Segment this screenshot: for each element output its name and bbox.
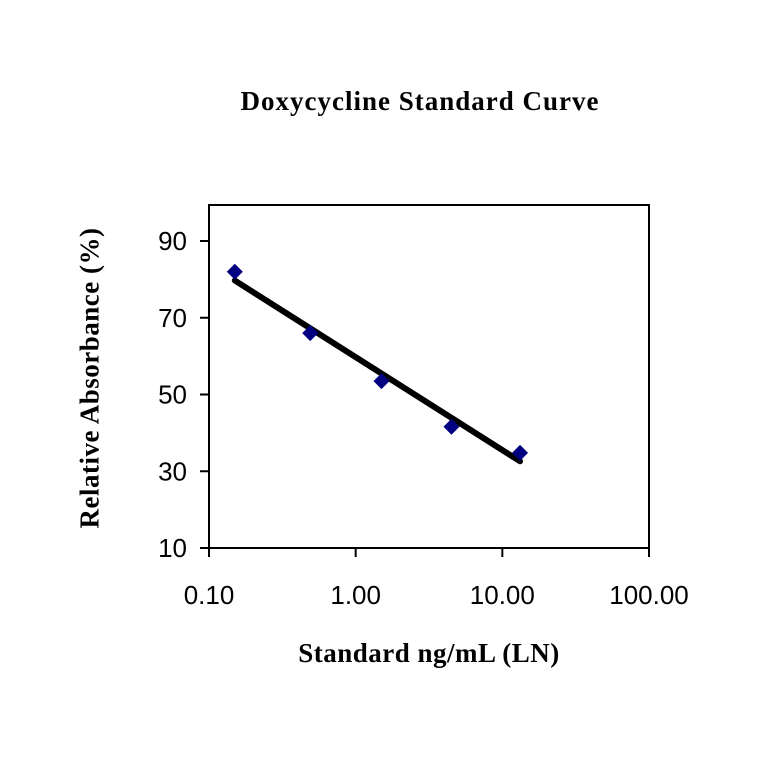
y-tick-label: 10 bbox=[158, 533, 187, 563]
y-tick-label: 30 bbox=[158, 456, 187, 486]
data-point-diamond-icon bbox=[443, 418, 460, 435]
axis-ticks: 10 30 50 70 90 0.10 1.00 10.00 100.00 bbox=[158, 226, 689, 610]
trendline bbox=[231, 277, 524, 465]
y-tick-label: 90 bbox=[158, 226, 187, 256]
trend-line bbox=[231, 277, 524, 465]
data-point-diamond-icon bbox=[302, 325, 319, 342]
plot-frame bbox=[208, 204, 650, 549]
x-axis-label: Standard ng/mL (LN) bbox=[298, 638, 560, 668]
x-tick-label: 1.00 bbox=[330, 580, 381, 610]
x-tick-label: 0.10 bbox=[184, 580, 235, 610]
plot-border bbox=[208, 204, 650, 549]
x-tick-label: 10.00 bbox=[470, 580, 535, 610]
chart-title: Doxycycline Standard Curve bbox=[240, 86, 600, 116]
data-point-diamond-icon bbox=[226, 263, 243, 280]
y-tick-label: 50 bbox=[158, 380, 187, 410]
data-point-diamond-icon bbox=[512, 444, 529, 461]
y-tick-label: 70 bbox=[158, 303, 187, 333]
data-points bbox=[226, 263, 529, 461]
x-tick-label: 100.00 bbox=[609, 580, 689, 610]
data-point-diamond-icon bbox=[373, 373, 390, 390]
